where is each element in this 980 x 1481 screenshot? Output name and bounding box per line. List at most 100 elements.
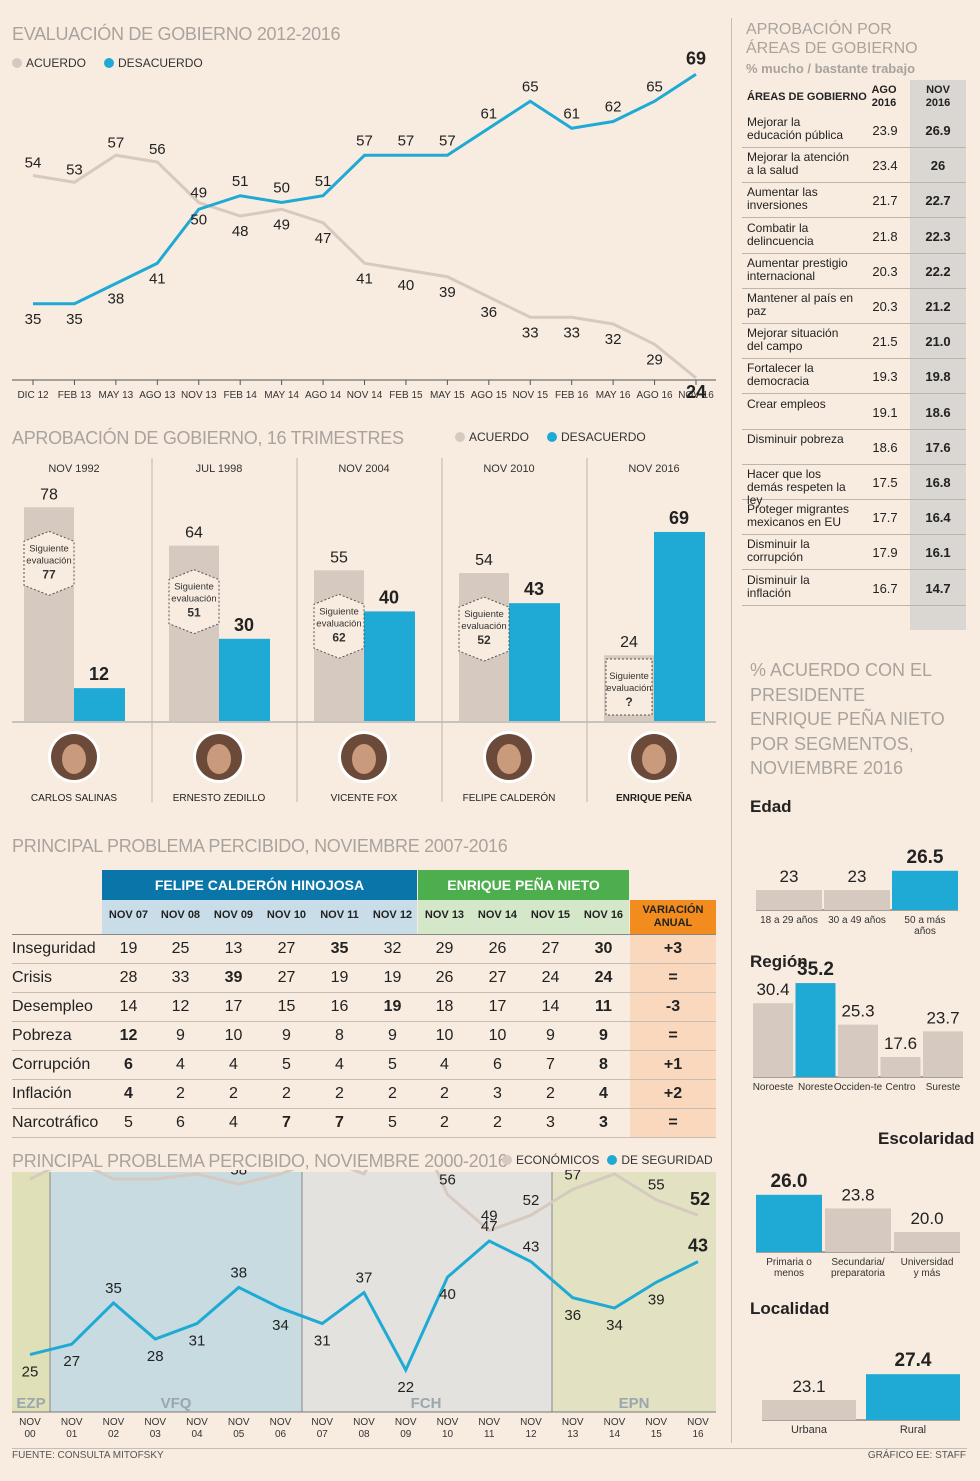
x-tick-label: 08 (358, 1429, 370, 1440)
annual-variation: +3 (663, 940, 683, 957)
segments-charts: 23 18 a 29 años 23 30 a 49 años 26.5 50 a más… (753, 847, 963, 1436)
area-nov-value: 19.8 (925, 369, 951, 385)
seguridad-point-label: 43 (523, 1239, 540, 1256)
problem-value: 33 (171, 969, 190, 986)
desacuerdo-point-label: 50 (273, 180, 290, 197)
segments-title: % ACUERDO CON EL PRESIDENTE ENRIQUE PEÑA… (750, 660, 945, 778)
segment-bar (866, 1374, 960, 1420)
x-tick-label: MAY 14 (264, 390, 299, 401)
next-evaluation-label: evaluación (316, 618, 361, 629)
desacuerdo-line (33, 72, 697, 306)
problem-value: 9 (176, 1027, 185, 1044)
acuerdo-point-label: 29 (646, 351, 663, 368)
acuerdo-line (32, 153, 697, 380)
x-tick-label: 07 (317, 1429, 329, 1440)
avatar-face (497, 744, 521, 774)
problem-value: 12 (171, 998, 190, 1015)
problem-value: 26 (488, 940, 507, 957)
x-tick-label: FEB 15 (389, 390, 423, 401)
economicos-point-label: 59 (147, 1170, 164, 1173)
segment-label: Noroeste (753, 1082, 794, 1093)
problem-value: 32 (383, 940, 402, 957)
period-label: FCH (411, 1395, 442, 1412)
problem-value: 4 (440, 1056, 449, 1073)
x-tick-label: NOV 13 (181, 390, 217, 401)
area-nov-value: 22.2 (925, 263, 951, 279)
segment-bar (838, 1024, 878, 1077)
acuerdo-point-label: 41 (356, 270, 373, 287)
problem-value: 9 (546, 1027, 555, 1044)
bottom-chart-title: PRINCIPAL PROBLEMA PERCIBIDO, NOVIEMBRE … (12, 1151, 508, 1171)
problem-value: 7 (282, 1114, 291, 1131)
period-band (50, 1172, 302, 1412)
areas-title: APROBACIÓN POR ÁREAS DE GOBIERNO (746, 21, 918, 57)
seguridad-point-label: 28 (147, 1348, 164, 1365)
acuerdo-point-label: 54 (25, 155, 42, 172)
x-tick-label: NOV (19, 1417, 41, 1428)
x-tick-label: NOV 14 (347, 390, 383, 401)
area-label: Hacer que los demás respeten la ley (747, 467, 846, 507)
problem-name: Crisis (12, 969, 52, 986)
x-tick-label: NOV (144, 1417, 166, 1428)
desacuerdo-bar (509, 603, 560, 721)
right-column-divider (731, 18, 732, 1443)
segment-value: 17.6 (884, 1034, 917, 1053)
problem-value: 25 (171, 940, 190, 957)
president-name: ENRIQUE PEÑA (616, 791, 692, 804)
problem-value: 16 (330, 998, 349, 1015)
x-tick-label: NOV (687, 1417, 709, 1428)
legend-desacuerdo: DESACUERDO (561, 430, 646, 444)
problem-value: 27 (541, 940, 560, 957)
segment-bar (756, 1194, 822, 1252)
area-nov-value: 26 (930, 158, 946, 174)
areas-row: Mejorar la educación pública 23.9 26.9 (742, 113, 966, 148)
segment-bar (756, 890, 822, 910)
area-nov-value: 18.6 (925, 404, 951, 420)
acuerdo-point-label: 33 (522, 324, 539, 341)
economicos-point-label: 59 (105, 1170, 122, 1173)
desacuerdo-value: 40 (379, 587, 399, 607)
segment-bar (795, 983, 836, 1077)
seguridad-point-label: 47 (481, 1218, 498, 1235)
x-tick-label: 00 (24, 1429, 36, 1440)
desacuerdo-value: 30 (234, 615, 254, 635)
legend-seguridad: DE SEGURIDAD (621, 1153, 713, 1167)
desacuerdo-point-label: 65 (522, 78, 539, 95)
annual-variation: +2 (663, 1085, 683, 1102)
area-label: Proteger migrantes mexicanos en EU (747, 502, 850, 530)
next-evaluation-label: Siguiente (29, 543, 69, 554)
area-label: Disminuir pobreza (747, 431, 844, 446)
bars16-legend: ACUERDO DESACUERDO (455, 430, 646, 444)
problem-name: Desempleo (12, 998, 93, 1015)
row-rule (12, 1079, 716, 1080)
problem-value: 4 (229, 1114, 238, 1131)
segment-value: 23.1 (792, 1377, 825, 1396)
x-tick-label: FEB 16 (555, 390, 589, 401)
area-label: Disminuir la corrupción (747, 537, 810, 565)
year-header: NOV 16 (583, 909, 624, 921)
next-evaluation-label: Siguiente (609, 671, 649, 682)
x-tick-label: AGO 16 (636, 390, 673, 401)
seguridad-dot (607, 1155, 618, 1165)
area-ago-value: 23.4 (872, 158, 898, 174)
problem-value: 2 (335, 1085, 344, 1102)
segment-value: 20.0 (910, 1209, 943, 1228)
group-date: NOV 2016 (628, 463, 679, 475)
segment-label: preparatoria (831, 1268, 885, 1279)
problem-value: 12 (119, 1027, 138, 1044)
problem-value: 10 (224, 1027, 243, 1044)
var-header: VARIACIÓN ANUAL (630, 900, 716, 935)
year-header: NOV 12 (372, 909, 413, 921)
desacuerdo-bar (654, 531, 705, 721)
problem-value: 5 (388, 1056, 397, 1073)
avatar-face (642, 744, 666, 774)
segment-label: Urbana (791, 1424, 828, 1436)
desacuerdo-point-label: 57 (398, 132, 415, 149)
x-tick-label: NOV 15 (512, 390, 548, 401)
area-nov-value: 17.6 (925, 439, 951, 455)
area-label: Combatir la delincuencia (747, 220, 814, 248)
problem-name: Inflación (12, 1085, 72, 1102)
next-evaluation-label: evaluación (26, 555, 71, 566)
problem-value: 5 (124, 1114, 133, 1131)
seguridad-point-label: 43 (688, 1236, 708, 1256)
